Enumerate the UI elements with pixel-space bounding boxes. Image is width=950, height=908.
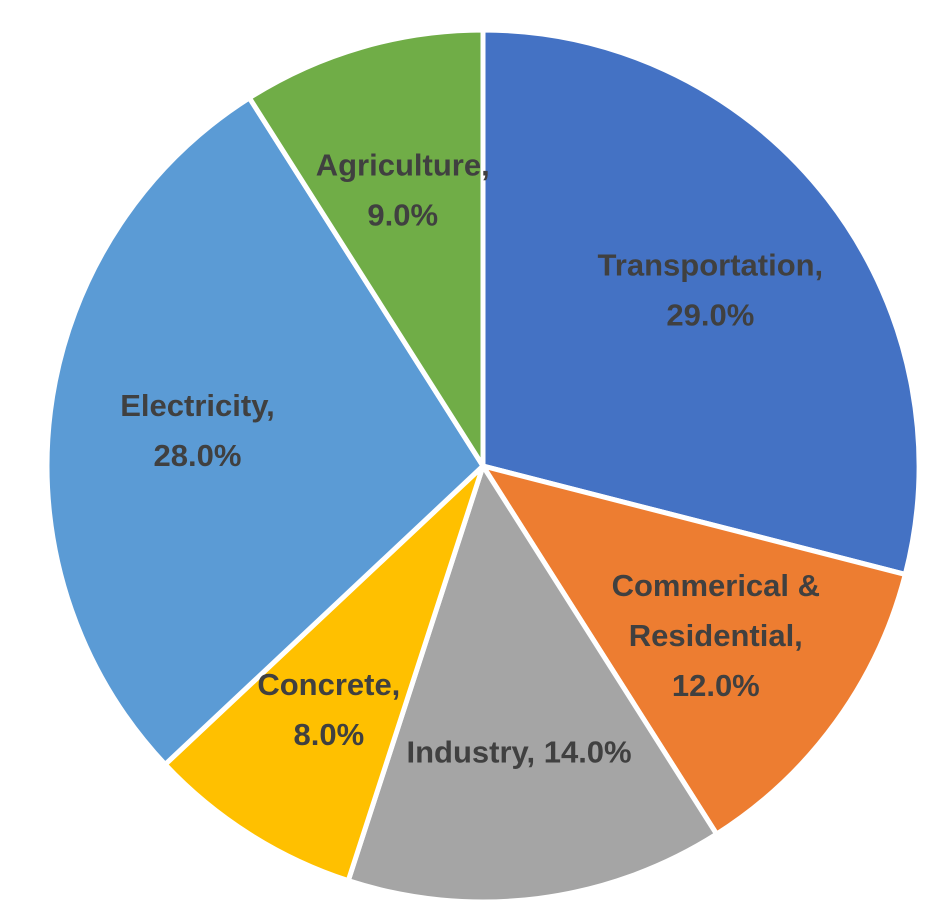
data-label-line: Residential, bbox=[629, 618, 803, 653]
data-label-line: Industry, 14.0% bbox=[407, 734, 632, 769]
data-label-line: Transportation, bbox=[598, 248, 824, 283]
pie-slice-commerical-residential bbox=[480, 463, 908, 837]
data-label-concrete: Concrete, 8.0% bbox=[257, 667, 400, 752]
data-label-line: 29.0% bbox=[666, 298, 754, 333]
pie-slices bbox=[44, 27, 922, 905]
data-label-line: Commerical & bbox=[612, 568, 820, 603]
pie-slice-transportation bbox=[480, 27, 922, 577]
data-label-line: Electricity, bbox=[120, 388, 275, 423]
data-label-agriculture: Agriculture, 9.0% bbox=[316, 148, 490, 233]
pie-slice-electricity bbox=[44, 95, 486, 767]
data-label-electricity: Electricity, 28.0% bbox=[120, 388, 275, 473]
data-label-line: 12.0% bbox=[672, 668, 760, 703]
pie-slice-industry bbox=[345, 463, 720, 905]
data-label-line: Agriculture, bbox=[316, 148, 490, 183]
data-label-line: 9.0% bbox=[367, 198, 438, 233]
data-label-transportation: Transportation, 29.0% bbox=[598, 248, 824, 333]
data-label-line: 28.0% bbox=[154, 438, 242, 473]
data-label-line: Concrete, bbox=[257, 667, 400, 702]
data-label-commerical-residential: Commerical & Residential, 12.0% bbox=[612, 568, 820, 703]
data-label-line: 8.0% bbox=[293, 717, 364, 752]
pie-labels: Transportation, 29.0% Commerical & Resident… bbox=[120, 148, 823, 770]
pie-slice-concrete bbox=[162, 463, 486, 884]
data-label-industry: Industry, 14.0% bbox=[407, 734, 632, 769]
pie-slice-agriculture bbox=[246, 27, 486, 469]
